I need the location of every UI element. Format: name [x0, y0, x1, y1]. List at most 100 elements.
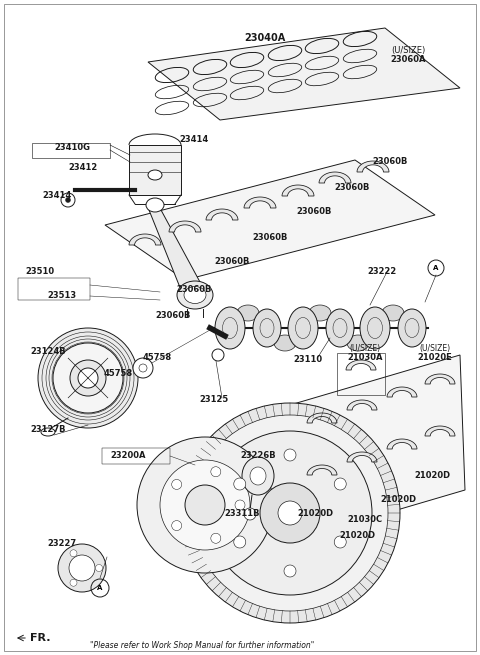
- Polygon shape: [307, 413, 337, 423]
- Text: 21030C: 21030C: [348, 515, 383, 525]
- Circle shape: [137, 437, 273, 573]
- Ellipse shape: [184, 286, 206, 303]
- Text: 23127B: 23127B: [30, 426, 66, 434]
- Circle shape: [70, 550, 77, 557]
- Circle shape: [235, 500, 245, 510]
- Text: (U/SIZE): (U/SIZE): [420, 343, 451, 352]
- Text: 23060B: 23060B: [296, 208, 332, 217]
- Ellipse shape: [148, 170, 162, 180]
- Circle shape: [69, 555, 95, 581]
- Circle shape: [61, 193, 75, 207]
- Polygon shape: [282, 185, 314, 196]
- Text: 23227: 23227: [48, 538, 77, 548]
- Text: 23060A: 23060A: [390, 56, 426, 64]
- Polygon shape: [347, 400, 377, 410]
- Circle shape: [208, 431, 372, 595]
- Circle shape: [58, 544, 106, 592]
- Bar: [32, 143, 110, 158]
- Text: 23060B: 23060B: [334, 183, 370, 191]
- Text: 23412: 23412: [68, 164, 97, 172]
- Bar: [129, 145, 181, 195]
- Ellipse shape: [274, 335, 296, 351]
- Circle shape: [96, 565, 103, 572]
- Text: 21020D: 21020D: [297, 508, 333, 517]
- Ellipse shape: [41, 428, 55, 436]
- Circle shape: [211, 533, 221, 543]
- Polygon shape: [387, 387, 417, 397]
- Circle shape: [38, 328, 138, 428]
- Text: 21020E: 21020E: [418, 354, 452, 362]
- Circle shape: [180, 403, 400, 623]
- Bar: [102, 448, 170, 464]
- Text: 23060B: 23060B: [372, 157, 408, 166]
- Polygon shape: [244, 197, 276, 208]
- Bar: [18, 278, 90, 300]
- Text: 23513: 23513: [48, 291, 77, 301]
- Ellipse shape: [309, 305, 331, 321]
- Text: 23125: 23125: [199, 396, 228, 405]
- Circle shape: [244, 508, 256, 520]
- Circle shape: [172, 521, 182, 531]
- Text: 23510: 23510: [25, 267, 55, 276]
- Text: 23200A: 23200A: [110, 451, 146, 460]
- Text: 21020D: 21020D: [380, 495, 416, 504]
- Polygon shape: [206, 209, 238, 220]
- Ellipse shape: [382, 305, 404, 321]
- Text: 23222: 23222: [367, 267, 396, 276]
- Ellipse shape: [250, 467, 266, 485]
- Text: 45758: 45758: [143, 352, 171, 362]
- Bar: [337, 353, 385, 395]
- Text: 21020D: 21020D: [414, 470, 450, 479]
- Ellipse shape: [347, 335, 369, 351]
- Ellipse shape: [253, 309, 281, 347]
- Text: A: A: [97, 585, 103, 591]
- Ellipse shape: [326, 309, 354, 347]
- Polygon shape: [148, 28, 460, 120]
- Polygon shape: [357, 161, 389, 172]
- Circle shape: [53, 343, 123, 413]
- Circle shape: [70, 579, 77, 586]
- Polygon shape: [169, 221, 201, 232]
- Polygon shape: [425, 374, 455, 384]
- Circle shape: [160, 460, 250, 550]
- Text: A: A: [433, 265, 439, 271]
- Text: 23110: 23110: [293, 356, 323, 364]
- Text: 23414: 23414: [180, 136, 209, 145]
- Text: 23060B: 23060B: [214, 257, 250, 267]
- Ellipse shape: [237, 305, 259, 321]
- Text: (U/SIZE): (U/SIZE): [391, 45, 425, 54]
- Ellipse shape: [398, 309, 426, 347]
- Ellipse shape: [146, 198, 164, 212]
- Circle shape: [334, 478, 346, 490]
- Polygon shape: [105, 160, 435, 280]
- Circle shape: [234, 478, 246, 490]
- Circle shape: [334, 536, 346, 548]
- Circle shape: [260, 483, 320, 543]
- Text: 23060B: 23060B: [156, 310, 191, 320]
- Ellipse shape: [242, 457, 274, 495]
- Circle shape: [234, 536, 246, 548]
- Circle shape: [185, 485, 225, 525]
- Text: 21020D: 21020D: [339, 531, 375, 540]
- Text: 23414: 23414: [42, 191, 72, 200]
- Polygon shape: [387, 439, 417, 449]
- Circle shape: [65, 198, 71, 202]
- Text: 23410G: 23410G: [54, 143, 90, 151]
- Polygon shape: [425, 426, 455, 436]
- Circle shape: [172, 479, 182, 489]
- Text: FR.: FR.: [30, 633, 50, 643]
- Circle shape: [211, 467, 221, 477]
- Text: "Please refer to Work Shop Manual for further information": "Please refer to Work Shop Manual for fu…: [90, 641, 314, 650]
- Text: 23060B: 23060B: [176, 286, 212, 295]
- Text: 21030A: 21030A: [347, 354, 383, 362]
- Text: 23040A: 23040A: [244, 33, 286, 43]
- Circle shape: [192, 415, 388, 611]
- Text: 23311B: 23311B: [224, 508, 260, 517]
- Polygon shape: [346, 360, 376, 370]
- Circle shape: [70, 360, 106, 396]
- Polygon shape: [129, 234, 161, 245]
- Polygon shape: [149, 210, 207, 295]
- Ellipse shape: [177, 281, 213, 309]
- Circle shape: [278, 501, 302, 525]
- Polygon shape: [319, 172, 351, 183]
